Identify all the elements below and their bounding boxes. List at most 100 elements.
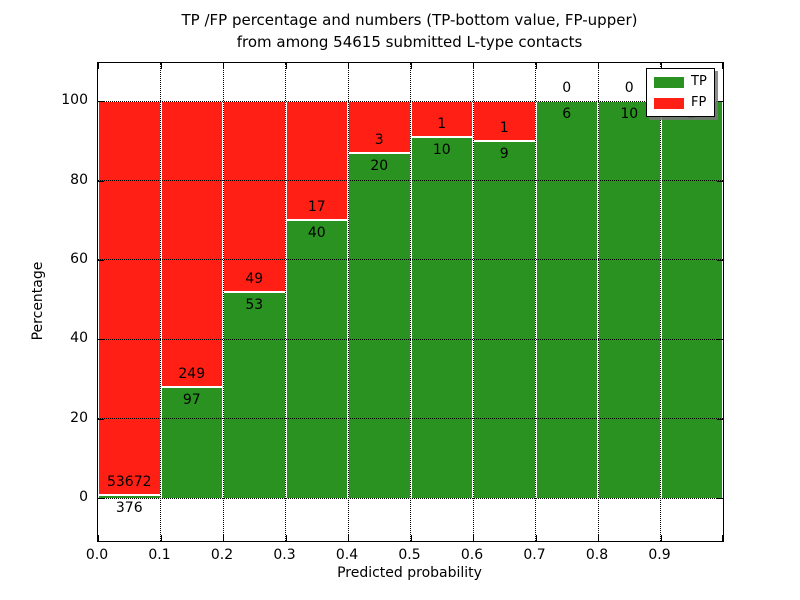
bar-segment-tp <box>410 137 473 499</box>
fp-count-label: 1 <box>499 119 509 136</box>
x-tick-label: 0.2 <box>210 547 234 563</box>
legend: TP FP <box>646 68 715 117</box>
chart-title-line1: TP /FP percentage and numbers (TP-bottom… <box>181 11 638 29</box>
y-tick-mark-right <box>717 418 723 420</box>
x-tick-mark-top <box>160 63 162 69</box>
tp-count-label: 6 <box>562 106 572 123</box>
y-tick-label: 80 <box>70 171 88 188</box>
x-tick-label: 0.1 <box>148 547 171 563</box>
bar-segment-fp <box>285 101 348 220</box>
gridline-horizontal <box>98 180 723 181</box>
bar-segment-tp <box>660 101 723 499</box>
tp-count-label: 376 <box>115 500 143 517</box>
x-tick-mark <box>660 535 662 541</box>
tp-count-label: 40 <box>307 224 326 241</box>
x-tick-mark-top <box>223 63 224 69</box>
x-tick-mark <box>722 535 723 541</box>
y-tick-mark-right <box>717 180 723 182</box>
y-tick-mark-right <box>717 498 723 500</box>
gridline-vertical <box>160 63 161 541</box>
y-tick-mark <box>98 101 104 103</box>
y-tick-mark <box>98 339 104 341</box>
x-tick-mark <box>598 535 599 541</box>
y-tick-mark <box>98 418 104 420</box>
x-tick-label: 0.7 <box>523 547 546 563</box>
tp-count-label: 9 <box>499 145 509 162</box>
x-tick-mark <box>535 535 537 541</box>
x-tick-mark <box>410 535 412 541</box>
x-tick-mark-top <box>660 63 662 69</box>
fp-count-label: 17 <box>307 198 326 215</box>
bar-segment-fp <box>160 101 223 387</box>
chart-title-line2: from among 54615 submitted L-type contac… <box>236 33 583 51</box>
x-tick-mark <box>160 535 162 541</box>
fp-legend-label: FP <box>691 95 707 110</box>
x-tick-label: 0.0 <box>85 547 109 563</box>
y-tick-label: 40 <box>70 330 88 347</box>
x-tick-label: 0.8 <box>585 547 609 563</box>
gridline-vertical <box>410 63 411 541</box>
fp-count-label: 53672 <box>106 474 152 491</box>
gridline-horizontal <box>98 418 723 420</box>
x-tick-mark <box>473 535 474 541</box>
x-tick-label: 0.6 <box>460 547 484 563</box>
gridline-vertical <box>222 63 224 541</box>
gridline-vertical <box>535 63 536 541</box>
y-tick-label: 60 <box>70 250 88 267</box>
tp-count-label: 97 <box>182 391 201 408</box>
y-tick-mark-right <box>717 339 723 341</box>
fp-count-label: 1 <box>437 116 447 133</box>
tp-count-label: 53 <box>245 296 264 313</box>
gridline-vertical <box>347 63 349 541</box>
legend-item-fp: FP <box>654 96 707 110</box>
y-tick-label: 20 <box>70 409 88 426</box>
x-tick-label: 0.9 <box>648 547 671 563</box>
fp-count-label: 3 <box>374 131 384 148</box>
x-tick-mark-top <box>98 63 99 69</box>
x-tick-mark-top <box>285 63 287 69</box>
x-axis-label: Predicted probability <box>337 565 482 581</box>
bar-segment-tp <box>285 219 348 499</box>
tp-legend-swatch <box>654 76 684 88</box>
y-tick-label: 100 <box>61 92 88 109</box>
tp-count-label: 10 <box>432 142 451 159</box>
gridline-vertical <box>285 63 286 541</box>
x-tick-mark <box>348 535 349 541</box>
y-tick-mark <box>98 498 104 500</box>
bar-segment-tp <box>535 101 598 499</box>
bar-segment-tp <box>223 291 286 499</box>
gridline-vertical <box>597 63 599 541</box>
y-tick-mark <box>98 180 104 182</box>
bar-segment-fp <box>223 101 286 292</box>
x-tick-mark-top <box>410 63 412 69</box>
x-tick-label: 0.5 <box>398 547 421 563</box>
tp-count-label: 20 <box>370 157 389 174</box>
legend-item-tp: TP <box>654 75 707 89</box>
tp-count-label: 10 <box>620 106 639 123</box>
x-tick-label: 0.4 <box>335 547 359 563</box>
x-tick-mark <box>223 535 224 541</box>
x-tick-mark-top <box>348 63 349 69</box>
bar-segment-tp <box>473 140 536 499</box>
gridline-horizontal <box>98 100 723 102</box>
bar-segment-fp <box>98 101 161 496</box>
x-tick-mark-top <box>722 63 723 69</box>
fp-count-label: 0 <box>562 80 572 97</box>
x-tick-mark <box>285 535 287 541</box>
y-tick-label: 0 <box>79 489 88 506</box>
y-tick-mark-right <box>717 259 723 261</box>
x-tick-mark-top <box>473 63 474 69</box>
gridline-horizontal <box>98 497 723 499</box>
fp-count-label: 249 <box>178 365 206 382</box>
x-tick-label: 0.3 <box>273 547 296 563</box>
y-tick-mark <box>98 259 104 261</box>
x-tick-mark-top <box>535 63 537 69</box>
bar-segment-tp <box>598 101 661 499</box>
fp-count-label: 49 <box>245 270 264 287</box>
y-tick-mark-right <box>717 101 723 103</box>
tp-legend-label: TP <box>691 74 707 89</box>
gridline-vertical <box>472 63 474 541</box>
x-tick-mark-top <box>598 63 599 69</box>
